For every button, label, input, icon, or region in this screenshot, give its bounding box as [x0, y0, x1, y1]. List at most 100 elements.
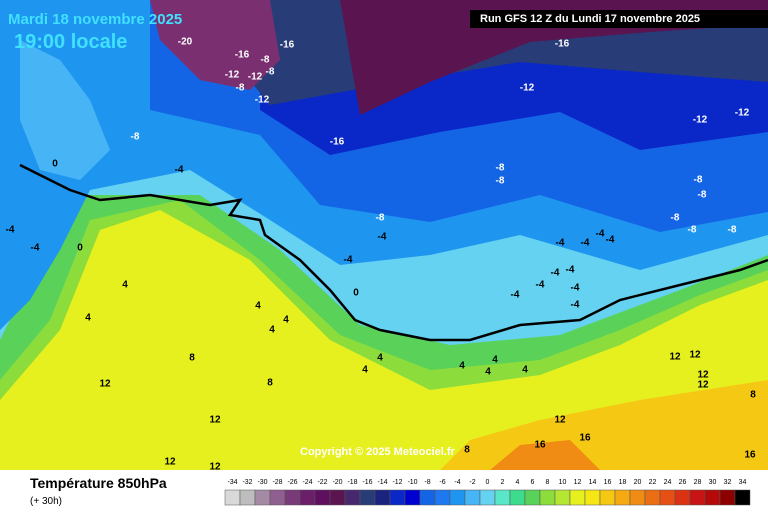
- contour-label: 0: [77, 243, 83, 254]
- contour-labels: -20-16-16-8-12 -12 -8-8-12-16-12-12-12-16-…: [6, 37, 757, 473]
- legend-swatch: [374, 489, 391, 506]
- contour-label: -4: [6, 225, 15, 236]
- legend-label: -32: [242, 479, 252, 486]
- legend-swatch: [254, 489, 271, 506]
- contour-label: -4: [378, 232, 387, 243]
- legend-label: -30: [257, 479, 267, 486]
- footer-title: Température 850hPa: [30, 475, 167, 491]
- contour-label: -8: [688, 225, 697, 236]
- legend-swatch: [584, 489, 601, 506]
- legend-swatch: [314, 489, 331, 506]
- legend-label: -24: [302, 479, 312, 486]
- contour-label: 8: [464, 445, 470, 456]
- legend-label: -2: [469, 479, 475, 486]
- contour-label: 12: [209, 462, 221, 473]
- contour-label: -4: [551, 268, 560, 279]
- legend-swatch: [509, 489, 526, 506]
- coast-line: [19, 163, 768, 342]
- legend-swatch: [389, 489, 406, 506]
- contour-label: 16: [744, 450, 756, 461]
- contour-label: -12: [693, 115, 708, 126]
- legend-swatch: [644, 489, 661, 506]
- copyright: Copyright © 2025 Meteociel.fr: [300, 446, 456, 458]
- contour-label: 4: [362, 365, 368, 376]
- legend-label: 8: [546, 479, 550, 486]
- legend-label: 10: [559, 479, 567, 486]
- contour-label: -8: [496, 176, 505, 187]
- legend-swatch: [284, 489, 301, 506]
- date: Mardi 18 novembre 2025: [8, 11, 182, 28]
- contour-label: -12: [255, 95, 270, 106]
- contour-label: 12: [697, 380, 709, 391]
- legend-label: 24: [664, 479, 672, 486]
- legend-label: -6: [439, 479, 445, 486]
- run-box: [470, 10, 768, 28]
- contour-label: -8: [131, 132, 140, 143]
- contour-label: -4: [556, 238, 565, 249]
- contour-label: -8: [266, 67, 275, 78]
- contour-label: -16: [235, 50, 250, 61]
- contour-label: 4: [269, 325, 275, 336]
- contour-label: -4: [175, 165, 184, 176]
- legend-label: 6: [531, 479, 535, 486]
- time: 19:00 locale: [14, 31, 127, 53]
- legend-label: -18: [347, 479, 357, 486]
- legend-label: 30: [709, 479, 717, 486]
- footer-subtitle: (+ 30h): [30, 496, 62, 507]
- legend-label: -28: [272, 479, 282, 486]
- contour-label: -8: [261, 55, 270, 66]
- legend-swatch: [719, 489, 736, 506]
- contour-label: -4: [571, 283, 580, 294]
- contour-label: -4: [606, 235, 615, 246]
- contour-label: -8: [236, 83, 245, 94]
- contour-label: -8: [698, 190, 707, 201]
- legend-swatch: [674, 489, 691, 506]
- contour-label: -8: [694, 175, 703, 186]
- contour-label: 4: [255, 301, 261, 312]
- legend-swatch: [434, 489, 451, 506]
- legend-swatch: [659, 489, 676, 506]
- contour-label: -4: [31, 243, 40, 254]
- legend-label: -34: [227, 479, 237, 486]
- contour-label: 12: [99, 379, 111, 390]
- legend-swatch: [449, 489, 466, 506]
- legend-label: 14: [589, 479, 597, 486]
- contour-label: -12: [735, 108, 750, 119]
- legend-label: -4: [454, 479, 460, 486]
- legend-swatch: [539, 489, 556, 506]
- contour-label: -4: [566, 265, 575, 276]
- legend-label: 2: [501, 479, 505, 486]
- contour-label: 12: [164, 457, 176, 468]
- legend-swatch: [464, 489, 481, 506]
- contour-label: 4: [377, 353, 383, 364]
- contour-label: -12: [225, 70, 240, 81]
- legend-label: 26: [679, 479, 687, 486]
- contour-label: 12: [697, 370, 709, 381]
- contour-label: -20: [178, 37, 193, 48]
- legend-swatch: [329, 489, 346, 506]
- contour-label: 12: [209, 415, 221, 426]
- contour-label: -8: [728, 225, 737, 236]
- contour-label: -12: [248, 72, 263, 83]
- legend: -34 -32 -30 -28 -26 -24 -22 -20 -18 -16 -14 -12 -10-…: [224, 479, 751, 506]
- legend-label: -14: [377, 479, 387, 486]
- legend-swatch: [359, 489, 376, 506]
- contour-label: -8: [376, 213, 385, 224]
- contour-label: 12: [689, 350, 701, 361]
- legend-label: 32: [724, 479, 732, 486]
- legend-swatch: [599, 489, 616, 506]
- contour-label: 16: [579, 433, 591, 444]
- legend-swatch: [224, 489, 241, 506]
- contour-label: -4: [571, 300, 580, 311]
- contour-label: 8: [267, 378, 273, 389]
- contour-label: -4: [581, 238, 590, 249]
- legend-swatch: [569, 489, 586, 506]
- legend-swatch: [239, 489, 256, 506]
- legend-swatch: [269, 489, 286, 506]
- legend-swatch: [524, 489, 541, 506]
- contour-label: 4: [122, 280, 128, 291]
- contour-label: 4: [485, 367, 491, 378]
- legend-label: 0: [486, 479, 490, 486]
- contour-label: 8: [189, 353, 195, 364]
- contour-label: 12: [669, 352, 681, 363]
